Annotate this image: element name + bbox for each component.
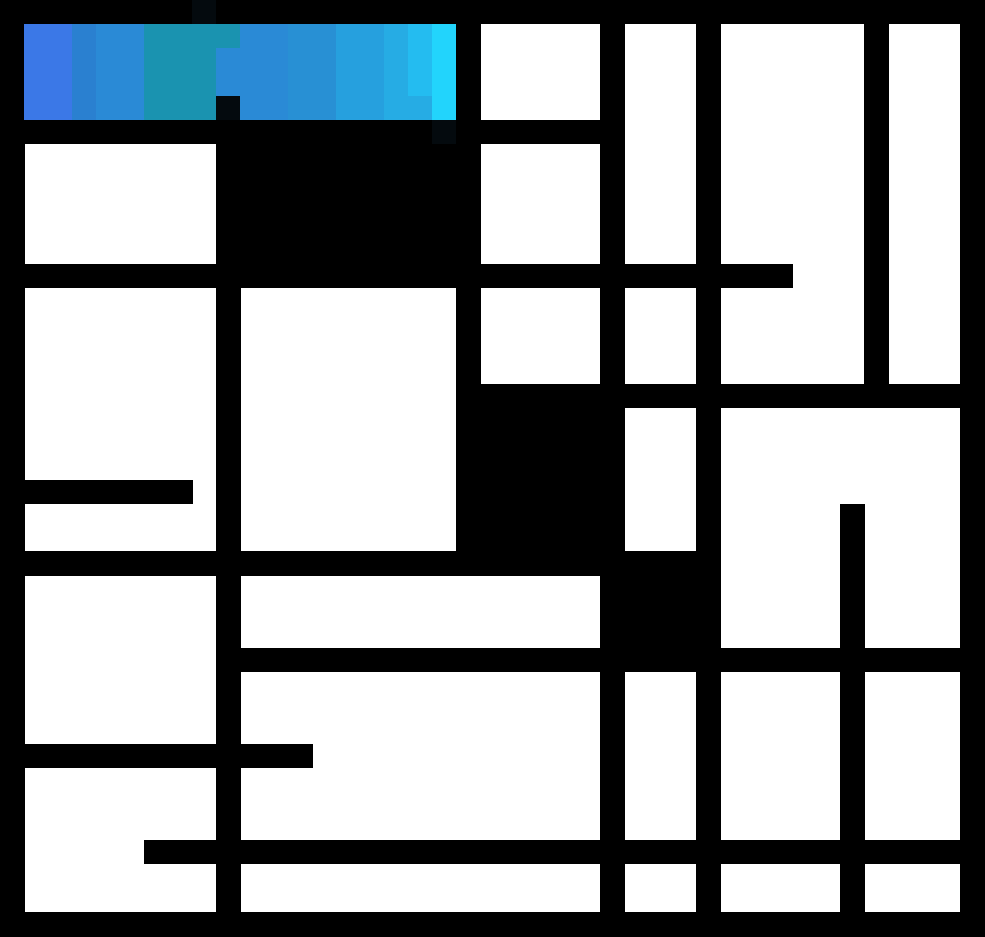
board-cell[interactable] <box>625 408 696 551</box>
path-tile[interactable] <box>408 24 432 96</box>
path-tile[interactable] <box>240 24 288 120</box>
board-cell[interactable] <box>193 480 216 504</box>
board-cell[interactable] <box>481 144 600 264</box>
board-cell[interactable] <box>625 288 696 384</box>
board-cell[interactable] <box>481 24 600 120</box>
board-cell[interactable] <box>865 864 960 912</box>
board-cell[interactable] <box>25 288 216 480</box>
path-tile[interactable] <box>288 24 336 120</box>
board-cell[interactable] <box>25 864 216 912</box>
path-tile[interactable] <box>408 96 432 120</box>
board-cell[interactable] <box>721 24 864 264</box>
board-cell[interactable] <box>25 144 216 264</box>
board-cell[interactable] <box>625 864 696 912</box>
board-cell[interactable] <box>241 288 456 551</box>
path-tile[interactable] <box>24 24 72 120</box>
board-cell[interactable] <box>241 864 600 912</box>
board-cell[interactable] <box>25 768 216 840</box>
board-cell[interactable] <box>241 768 600 840</box>
board-cell[interactable] <box>625 24 696 264</box>
board-cell[interactable] <box>721 672 840 840</box>
board-cell[interactable] <box>721 864 840 912</box>
board-cell[interactable] <box>241 576 600 648</box>
board-cell[interactable] <box>865 672 960 840</box>
shadow-tile <box>432 120 456 144</box>
board-cell[interactable] <box>481 288 600 384</box>
board-cell[interactable] <box>721 288 864 384</box>
board-cell[interactable] <box>721 408 960 504</box>
path-tile[interactable] <box>72 24 96 120</box>
path-tile[interactable] <box>144 24 216 120</box>
board-cell[interactable] <box>625 672 696 840</box>
shadow-tile <box>192 0 216 24</box>
board-cell[interactable] <box>313 744 600 768</box>
path-tile[interactable] <box>384 24 408 120</box>
board-cell[interactable] <box>865 504 960 648</box>
board-cell[interactable] <box>241 672 600 744</box>
board-cell[interactable] <box>889 24 960 384</box>
board-cell[interactable] <box>25 504 216 551</box>
board-cell[interactable] <box>25 840 144 864</box>
board-cell[interactable] <box>25 576 216 744</box>
path-tile[interactable] <box>216 24 240 48</box>
board-cell[interactable] <box>721 504 840 648</box>
path-tile[interactable] <box>336 24 384 120</box>
path-tile[interactable] <box>432 24 456 120</box>
path-tile[interactable] <box>96 24 144 120</box>
board-cell[interactable] <box>793 264 864 288</box>
path-tile[interactable] <box>216 48 240 96</box>
shadow-tile <box>216 96 240 120</box>
